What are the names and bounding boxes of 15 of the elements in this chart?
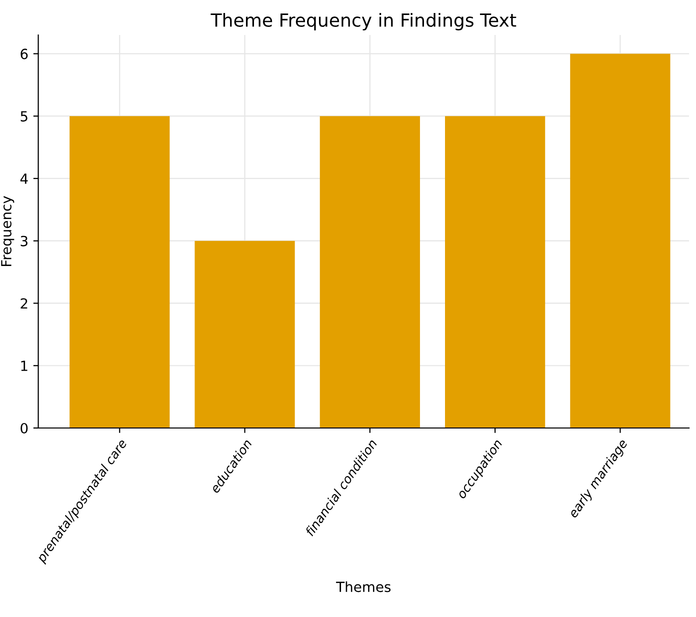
y-tick-label: 4 <box>20 174 28 184</box>
x-axis-title: Themes <box>336 581 391 592</box>
y-tick-label: 5 <box>20 111 28 122</box>
bar <box>570 54 670 428</box>
y-tick-label: 6 <box>20 48 28 60</box>
y-tick-label: 3 <box>20 236 28 246</box>
y-tick-label: 2 <box>20 298 28 309</box>
y-tick-label: 0 <box>20 422 28 434</box>
bar <box>70 116 170 428</box>
bar <box>445 116 546 428</box>
bar <box>194 240 295 428</box>
bar <box>320 116 420 428</box>
y-tick-label: 1 <box>21 360 28 371</box>
y-axis-title: Frequency <box>1 196 14 266</box>
chart-title: Theme Frequency in Findings Text <box>210 12 516 30</box>
